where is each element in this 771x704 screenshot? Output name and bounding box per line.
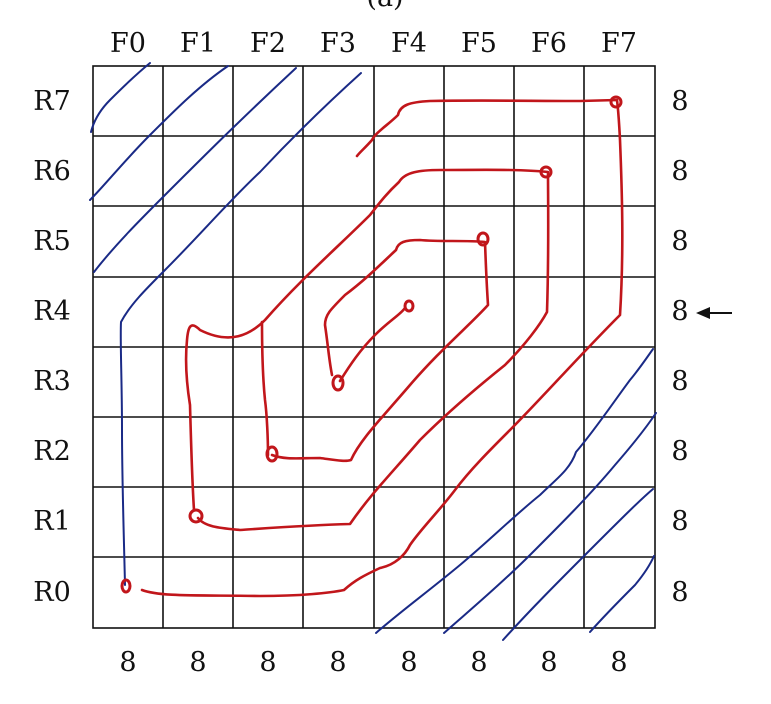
column-count-f7: 8 [610,647,627,678]
column-count-f5: 8 [470,647,487,678]
column-header-f0: F0 [110,28,146,59]
row-label-r1: R1 [33,506,71,537]
column-headers: F0 F1 F2 F3 F4 F5 F6 F7 [110,28,637,59]
column-counts: 8 8 8 8 8 8 8 8 [119,647,627,678]
knot-r0-f0 [120,578,132,594]
blue-diagonal-3 [93,67,297,273]
red-path-3 [260,238,490,463]
column-count-f2: 8 [259,647,276,678]
row-counts: 8 8 8 8 8 8 8 8 [671,86,688,608]
row-count-r6: 8 [671,156,688,187]
column-count-f0: 8 [119,647,136,678]
row-label-r3: R3 [33,366,71,397]
knot-r4-f4 [403,299,415,313]
red-path-4 [338,306,407,383]
blue-diagonal-4 [119,72,362,586]
blue-diagonal-5 [375,348,654,634]
knot-r7-f7 [609,95,623,109]
row-label-r6: R6 [33,156,71,187]
column-count-f1: 8 [189,647,206,678]
column-header-f4: F4 [391,28,427,59]
column-header-f5: F5 [461,28,497,59]
knot-r1-f1 [188,508,204,524]
knot-r5-f5 [476,231,490,247]
row-label-r5: R5 [33,226,71,257]
knot-r2-f2 [265,445,279,463]
row-label-r2: R2 [33,436,71,467]
row-count-r4: 8 [671,296,688,327]
blue-diagonal-8 [589,555,655,633]
blue-diagonal-1 [90,62,151,133]
blue-diagonal-2 [89,65,229,201]
column-header-f2: F2 [250,28,286,59]
column-header-f6: F6 [531,28,567,59]
row-label-r0: R0 [33,577,71,608]
row-count-r3: 8 [671,366,688,397]
caption-fragment: (a) [366,0,403,13]
red-spiral-paths [120,95,624,598]
row-count-r1: 8 [671,506,688,537]
red-path-outer [140,98,624,598]
row-count-r2: 8 [671,436,688,467]
blue-diagonal-7 [502,488,654,641]
blue-diagonal-6 [443,412,657,634]
grid-lines [92,65,656,629]
row-label-r7: R7 [33,86,71,117]
row-label-r4: R4 [33,296,71,327]
column-header-f3: F3 [320,28,356,59]
knot-r3-f3 [331,374,345,392]
left-arrow-icon [696,307,732,319]
column-header-f7: F7 [601,28,637,59]
row-count-r0: 8 [671,577,688,608]
row-count-r5: 8 [671,226,688,257]
knot-r6-f6 [539,165,553,179]
column-count-f4: 8 [400,647,417,678]
row-labels: R7 R6 R5 R4 R3 R2 R1 R0 [33,86,71,608]
column-count-f3: 8 [329,647,346,678]
column-header-f1: F1 [180,28,216,59]
blue-diagonals-top-left [89,62,362,586]
row-count-r7: 8 [671,86,688,117]
red-path-2 [184,168,550,532]
column-count-f6: 8 [540,647,557,678]
blue-diagonals-bottom-right [375,348,657,641]
